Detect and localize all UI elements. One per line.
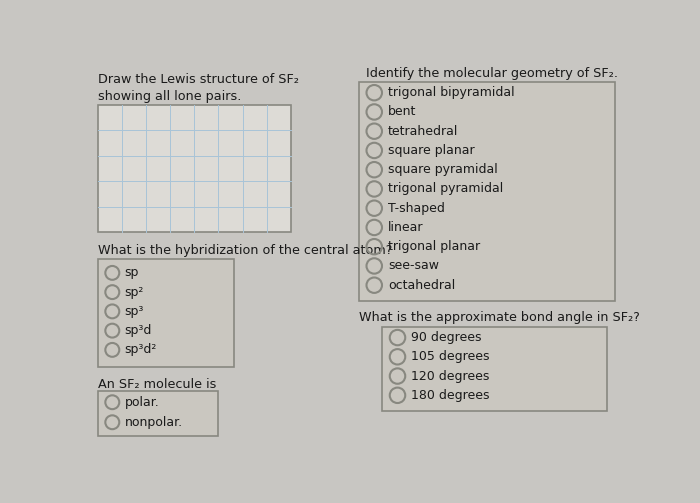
Text: sp: sp	[125, 267, 139, 279]
Text: sp²: sp²	[125, 286, 144, 299]
FancyBboxPatch shape	[98, 105, 290, 232]
Text: octahedral: octahedral	[389, 279, 456, 292]
Text: What is the approximate bond angle in SF₂?: What is the approximate bond angle in SF…	[358, 311, 640, 324]
Text: polar.: polar.	[125, 396, 160, 409]
Text: bent: bent	[389, 106, 416, 118]
Text: see-saw: see-saw	[389, 260, 439, 273]
FancyBboxPatch shape	[98, 259, 234, 367]
Text: 105 degrees: 105 degrees	[412, 350, 490, 363]
Text: square planar: square planar	[389, 144, 475, 157]
Text: Identify the molecular geometry of SF₂.: Identify the molecular geometry of SF₂.	[367, 66, 619, 79]
Text: What is the hybridization of the central atom?: What is the hybridization of the central…	[98, 243, 393, 257]
Text: nonpolar.: nonpolar.	[125, 416, 183, 429]
Text: trigonal bipyramidal: trigonal bipyramidal	[389, 86, 514, 99]
Text: trigonal planar: trigonal planar	[389, 240, 480, 253]
Text: linear: linear	[389, 221, 424, 234]
FancyBboxPatch shape	[358, 82, 615, 301]
Text: tetrahedral: tetrahedral	[389, 125, 459, 138]
Text: 180 degrees: 180 degrees	[412, 389, 490, 402]
Text: An SF₂ molecule is: An SF₂ molecule is	[98, 378, 217, 391]
Text: sp³d: sp³d	[125, 324, 152, 337]
Text: 120 degrees: 120 degrees	[412, 370, 490, 383]
FancyBboxPatch shape	[382, 327, 607, 411]
FancyBboxPatch shape	[98, 391, 218, 436]
Text: Draw the Lewis structure of SF₂
showing all lone pairs.: Draw the Lewis structure of SF₂ showing …	[98, 72, 300, 103]
Text: sp³: sp³	[125, 305, 144, 318]
Text: sp³d²: sp³d²	[125, 344, 157, 357]
Text: trigonal pyramidal: trigonal pyramidal	[389, 183, 503, 196]
Text: square pyramidal: square pyramidal	[389, 163, 498, 176]
Text: 90 degrees: 90 degrees	[412, 331, 482, 344]
Text: T-shaped: T-shaped	[389, 202, 445, 215]
